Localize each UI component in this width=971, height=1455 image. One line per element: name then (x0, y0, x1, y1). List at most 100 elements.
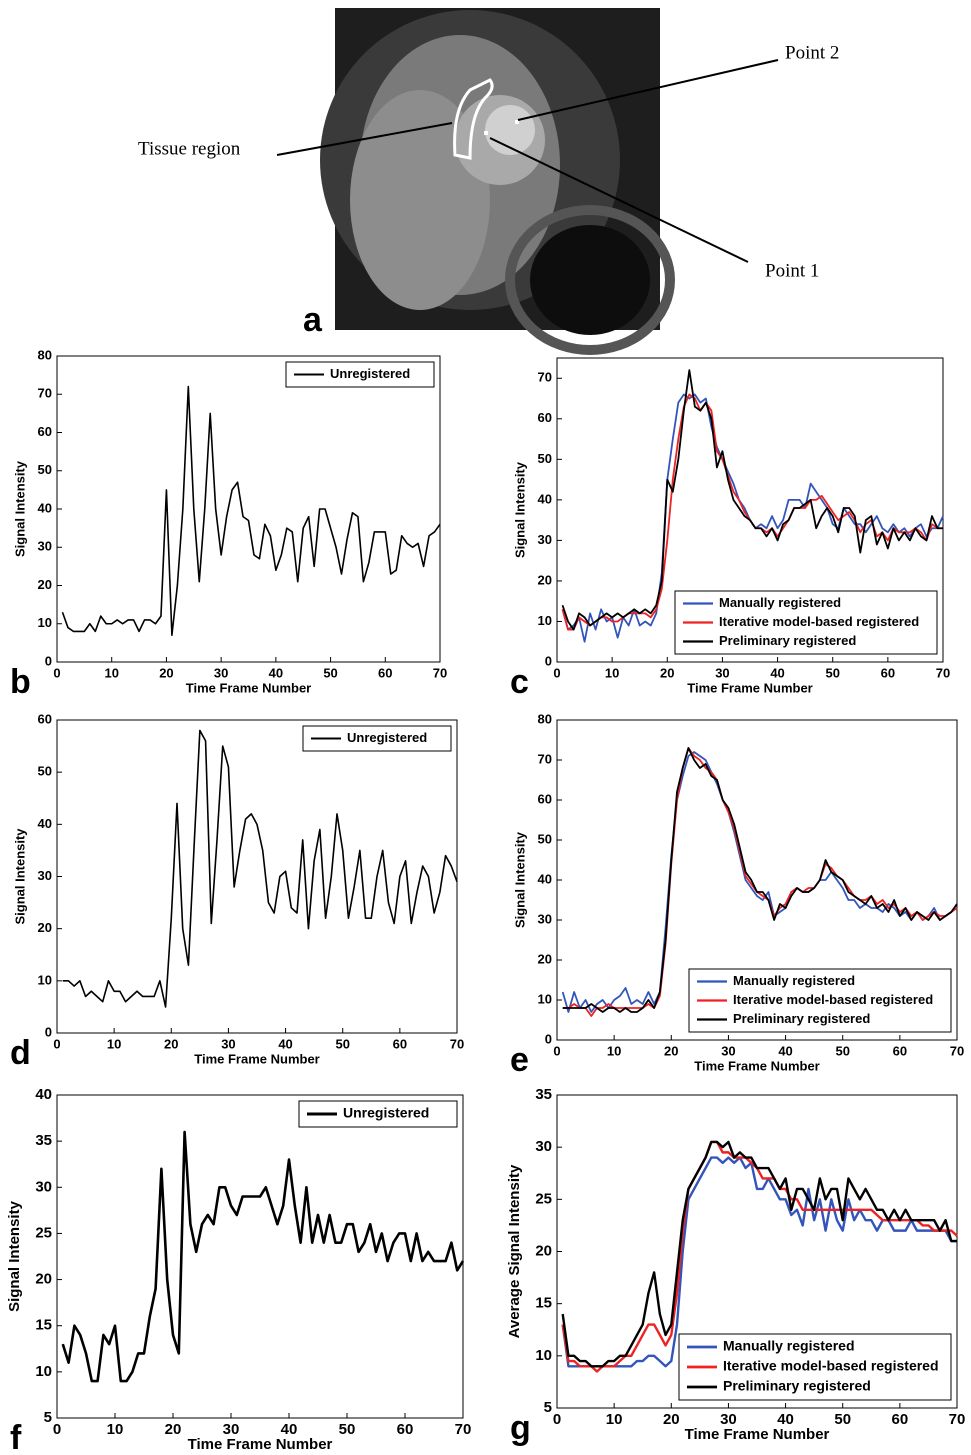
y-axis-label: Signal Intensity (6, 1200, 23, 1312)
x-tick-label: 10 (607, 1043, 621, 1058)
y-axis-label: Average Signal Intensity (506, 1164, 523, 1338)
y-tick-label: 40 (35, 1086, 52, 1103)
x-tick-label: 0 (553, 1411, 561, 1428)
x-tick-label: 0 (553, 665, 560, 680)
x-tick-label: 70 (450, 1036, 464, 1051)
x-tick-label: 10 (605, 665, 619, 680)
x-tick-label: 20 (663, 1411, 680, 1428)
y-tick-label: 30 (538, 911, 552, 926)
legend-label: Preliminary registered (723, 1378, 871, 1394)
x-tick-label: 50 (339, 1421, 356, 1438)
x-tick-label: 0 (53, 665, 60, 680)
y-tick-label: 80 (538, 711, 552, 726)
chart: 010203040506070010203040506070Time Frame… (510, 358, 950, 701)
x-tick-label: 60 (397, 1421, 414, 1438)
panel-label: b (10, 663, 31, 701)
x-tick-label: 50 (323, 665, 337, 680)
x-tick-label: 50 (825, 665, 839, 680)
x-tick-label: 20 (664, 1043, 678, 1058)
y-tick-label: 10 (35, 1363, 52, 1380)
x-tick-label: 50 (835, 1043, 849, 1058)
y-tick-label: 20 (535, 1242, 552, 1259)
legend-label: Manually registered (733, 973, 855, 988)
legend-label: Iterative model-based registered (719, 614, 919, 629)
y-axis-label: Signal Intensity (512, 831, 527, 928)
x-tick-label: 0 (553, 1043, 560, 1058)
y-tick-label: 0 (45, 1024, 52, 1039)
legend-label: Manually registered (719, 595, 841, 610)
y-tick-label: 70 (538, 370, 552, 385)
x-tick-label: 60 (881, 665, 895, 680)
y-tick-label: 20 (538, 572, 552, 587)
x-tick-label: 70 (936, 665, 950, 680)
panel-label: c (510, 663, 529, 701)
x-tick-label: 10 (107, 1421, 124, 1438)
y-tick-label: 0 (545, 653, 552, 668)
x-axis-label: Time Frame Number (188, 1436, 333, 1453)
x-tick-label: 30 (715, 665, 729, 680)
x-tick-label: 30 (214, 665, 228, 680)
y-tick-label: 50 (38, 764, 52, 779)
y-tick-label: 25 (35, 1224, 52, 1241)
y-tick-label: 35 (535, 1086, 552, 1103)
plot-area (57, 356, 440, 662)
x-tick-label: 40 (770, 665, 784, 680)
x-tick-label: 40 (278, 1036, 292, 1051)
y-tick-label: 50 (538, 831, 552, 846)
y-tick-label: 10 (538, 613, 552, 628)
y-tick-label: 5 (44, 1409, 52, 1426)
panel-label: g (510, 1409, 531, 1447)
y-tick-label: 40 (538, 871, 552, 886)
x-axis-label: Time Frame Number (186, 680, 311, 695)
x-axis-label: Time Frame Number (694, 1058, 819, 1073)
plot-area (57, 1095, 463, 1418)
y-tick-label: 15 (535, 1295, 552, 1312)
plot-area (57, 720, 457, 1033)
x-tick-label: 70 (949, 1411, 966, 1428)
y-tick-label: 40 (38, 816, 52, 831)
y-tick-label: 40 (38, 500, 52, 515)
y-tick-label: 70 (538, 751, 552, 766)
y-tick-label: 25 (535, 1190, 552, 1207)
x-tick-label: 70 (950, 1043, 964, 1058)
y-tick-label: 0 (545, 1031, 552, 1046)
legend-label: Manually registered (723, 1338, 855, 1354)
y-tick-label: 10 (38, 615, 52, 630)
x-tick-label: 60 (378, 665, 392, 680)
annotation: Point 2 (785, 42, 839, 63)
y-tick-label: 30 (35, 1178, 52, 1195)
x-tick-label: 10 (104, 665, 118, 680)
y-tick-label: 10 (538, 991, 552, 1006)
x-tick-label: 60 (892, 1411, 909, 1428)
y-tick-label: 35 (35, 1132, 52, 1149)
figure: Tissue region Point 2 Point 1 a 01020304… (0, 0, 971, 1455)
mri-image (277, 8, 778, 350)
y-tick-label: 5 (544, 1399, 552, 1416)
y-tick-label: 60 (538, 410, 552, 425)
x-tick-label: 70 (433, 665, 447, 680)
x-axis-label: Time Frame Number (687, 680, 812, 695)
x-tick-label: 70 (455, 1421, 472, 1438)
x-axis-label: Time Frame Number (685, 1426, 830, 1443)
x-tick-label: 10 (107, 1036, 121, 1051)
legend-label: Unregistered (347, 730, 427, 745)
y-tick-label: 30 (535, 1138, 552, 1155)
legend-label: Preliminary registered (719, 633, 856, 648)
panel-label: d (10, 1034, 31, 1072)
x-tick-label: 0 (53, 1036, 60, 1051)
y-tick-label: 15 (35, 1317, 52, 1334)
panel-label: e (510, 1041, 529, 1079)
y-tick-label: 60 (538, 791, 552, 806)
y-tick-label: 10 (38, 972, 52, 987)
legend-label: Unregistered (330, 366, 410, 381)
x-tick-label: 10 (606, 1411, 623, 1428)
y-axis-label: Signal Intensity (512, 461, 527, 558)
y-tick-label: 50 (538, 451, 552, 466)
x-axis-label: Time Frame Number (194, 1051, 319, 1066)
y-tick-label: 80 (38, 347, 52, 362)
y-tick-label: 10 (535, 1347, 552, 1364)
